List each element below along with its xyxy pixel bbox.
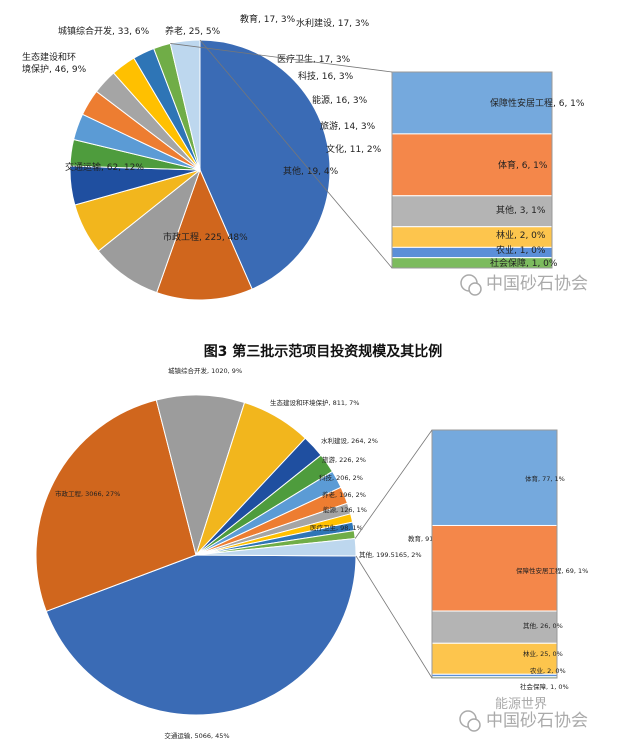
chart-1-slice-label-6: 教育, 17, 3% [240, 13, 296, 25]
chart-2-slice-13 [195, 537, 357, 557]
chart-2-slice-label-2: 市政工程, 3066, 27% [55, 489, 120, 498]
chart-2-slice-label-8: 养老, 196, 2% [322, 490, 366, 499]
chart-2-slice-3 [155, 394, 246, 557]
chart-2-breakdown-label-6: 社会保障, 1, 0% [520, 682, 569, 691]
pie-chart-2: 交通运输, 5066, 45% 市政工程, 3066, 27% 城镇综合开发, 10… [35, 366, 588, 740]
chart-1-breakdown-label-4: 林业, 2, 0% [496, 229, 546, 241]
chart-2-slice-2 [35, 399, 197, 612]
chart-1-breakdown-segment-1 [391, 71, 553, 135]
chart-1-slice-label-5: 养老, 25, 5% [165, 25, 221, 37]
chart-2-leader-line-bottom [355, 555, 433, 679]
chart-2-breakdown-segment-1 [431, 429, 558, 526]
pie-chart-1: 市政工程, 225, 48% 交通运输, 62, 12% 生态建设和环境保护, 46… [22, 13, 585, 301]
chart-1-slice-label-1: 市政工程, 225, 48% [163, 231, 248, 243]
wechat-icon [459, 710, 481, 732]
chart-1-slice-label-10: 能源, 16, 3% [312, 94, 368, 106]
chart-2-leader-line-top [354, 429, 433, 539]
watermark-top-text-2: 能源世界 [495, 697, 547, 712]
watermark-2: 能源世界 中国砂石协会 [459, 697, 588, 732]
chart-1-leader-line-bottom [199, 39, 393, 269]
wechat-icon [460, 274, 482, 296]
chart-2-title: 图3 第三批示范项目投资规模及其比例 [204, 343, 443, 360]
chart-2-slice-label-10: 医疗卫生, 98, 1% [310, 523, 363, 532]
chart-1-breakdown-label-1: 保障性安居工程, 6, 1% [490, 97, 585, 109]
chart-2-slice-label-5: 水利建设, 264, 2% [321, 436, 378, 445]
chart-2-slice-label-12: 教育, 91, 1% [408, 534, 448, 543]
chart-2-breakdown-segment-2 [431, 524, 558, 612]
chart-2-breakdown-label-4: 林业, 25, 0% [523, 649, 563, 658]
chart-1-slice-label-4: 城镇综合开发, 33, 6% [58, 25, 150, 37]
chart-2-breakdown-label-3: 其他, 26, 0% [523, 621, 563, 630]
chart-2-slice-label-13: 其他, 199.5165, 2% [359, 550, 422, 559]
chart-1-breakdown-label-2: 体育, 6, 1% [498, 159, 548, 171]
watermark-text-1: 中国砂石协会 [486, 274, 588, 294]
watermark-text-2: 中国砂石协会 [486, 711, 588, 731]
chart-1-slice-2 [156, 168, 253, 301]
chart-1-slice-1 [199, 39, 331, 290]
chart-1-breakdown-label-6: 社会保障, 1, 0% [490, 257, 558, 269]
chart-2-slice-label-1: 交通运输, 5066, 45% [164, 731, 229, 740]
chart-1-slice-label-12: 文化, 11, 2% [326, 143, 382, 155]
chart-1-slice-label-11: 旅游, 14, 3% [320, 120, 376, 132]
chart-2-breakdown-box [431, 429, 558, 679]
chart-1-breakdown-label-3: 其他, 3, 1% [496, 204, 546, 216]
chart-2-slice-label-4: 生态建设和环境保护, 811, 7% [270, 398, 359, 407]
chart-2-slice-1 [45, 554, 357, 716]
chart-1-slice-label-9: 科技, 16, 3% [298, 70, 354, 82]
chart-2-breakdown-label-1: 体育, 77, 1% [525, 474, 565, 483]
chart-2-breakdown-label-2: 保障性安居工程, 69, 1% [516, 566, 588, 575]
chart-1-breakdown-label-5: 农业, 1, 0% [496, 244, 546, 256]
chart-2-slice-label-9: 能源, 126, 1% [323, 505, 367, 514]
chart-2-slice-label-3: 城镇综合开发, 1020, 9% [168, 366, 242, 375]
chart-1-slice-label-3: 生态建设和环境保护, 46, 9% [22, 51, 87, 75]
chart-1-breakdown-segment-3 [391, 195, 553, 228]
chart-2-slice-label-6: 旅游, 226, 2% [322, 455, 366, 464]
chart-1-slice-label-2: 交通运输, 62, 12% [65, 161, 144, 173]
chart-2-slice-label-7: 科技, 206, 2% [319, 473, 363, 482]
chart-1-breakdown-box [391, 71, 553, 269]
watermark-1: 中国砂石协会 [460, 274, 588, 296]
chart-1-slice-label-8: 医疗卫生, 17, 3% [277, 53, 351, 65]
chart-1-slice-label-7: 水利建设, 17, 3% [296, 17, 370, 29]
chart-2-breakdown-label-5: 农业, 2, 0% [530, 666, 566, 675]
